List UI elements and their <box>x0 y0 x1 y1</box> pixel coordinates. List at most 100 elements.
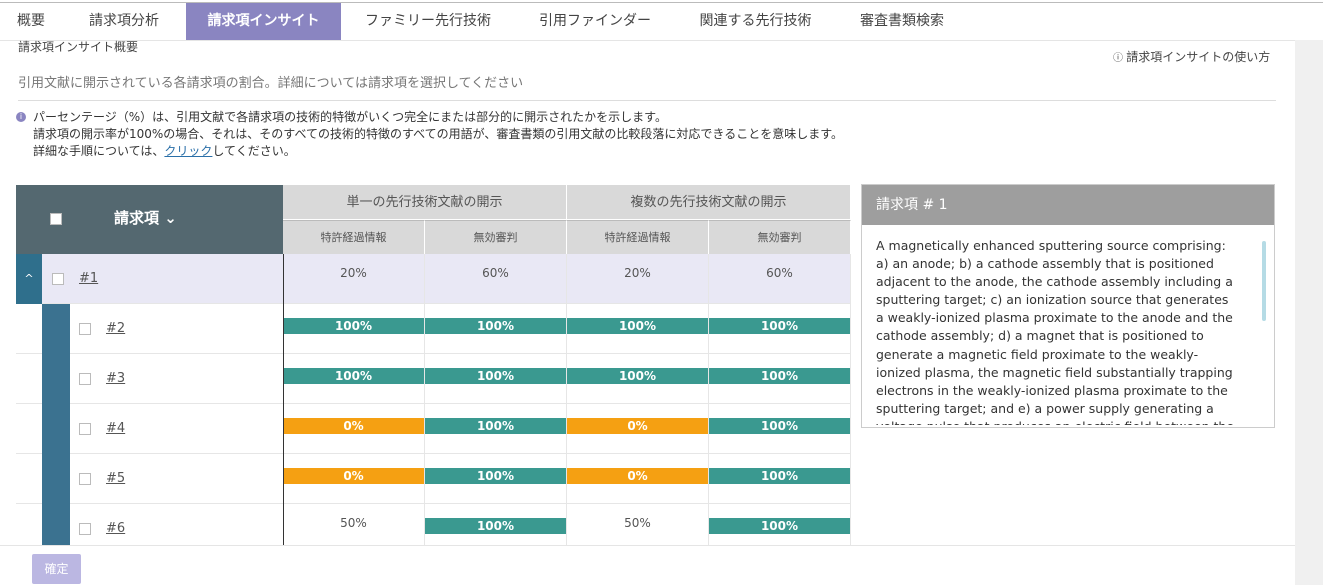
cell: 100% <box>709 354 851 404</box>
percent-bar: 100% <box>283 318 424 334</box>
percent-bar: 100% <box>709 318 850 334</box>
row-checkbox[interactable] <box>79 473 91 485</box>
row-checkbox[interactable] <box>52 273 64 285</box>
tab[interactable]: ファミリー先行技術 <box>365 13 491 29</box>
percent-bar: 100% <box>567 368 708 384</box>
scrollbar[interactable] <box>1262 241 1266 321</box>
tab[interactable]: 関連する先行技術 <box>699 13 812 29</box>
percent-bar: 0% <box>283 418 424 434</box>
section-description: 引用文献に開示されている各請求項の割合。詳細については請求項を選択してください <box>18 76 524 91</box>
claim-link[interactable]: #3 <box>106 371 126 386</box>
tab[interactable]: 引用ファインダー <box>539 13 651 29</box>
claim-link[interactable]: #2 <box>106 321 126 336</box>
cell: 100% <box>283 354 425 404</box>
info-icon: i <box>16 112 26 122</box>
percent-bar: 0% <box>283 468 424 484</box>
cell: 100% <box>425 404 567 454</box>
claim-link[interactable]: #5 <box>106 471 126 486</box>
help-link[interactable]: ⓘ 請求項インサイトの使い方 <box>1113 50 1271 64</box>
select-all-checkbox[interactable] <box>50 213 62 225</box>
scroll-gutter <box>1295 40 1323 585</box>
info-line: 請求項の開示率が100%の場合、それは、そのすべての技術的特徴のすべての用語が、… <box>33 127 843 141</box>
top-border <box>0 2 1323 3</box>
percent-text: 50% <box>624 516 651 530</box>
cell: 100% <box>283 304 425 354</box>
percent-bar: 100% <box>567 318 708 334</box>
detail-panel: 請求項 # 1 A magnetically enhanced sputteri… <box>861 184 1275 428</box>
cell: 60% <box>425 254 567 304</box>
claim-link[interactable]: #1 <box>79 271 99 286</box>
percent-bar: 100% <box>425 368 566 384</box>
percent-bar: 100% <box>709 518 850 534</box>
detail-text: A magnetically enhanced sputtering sourc… <box>876 238 1234 425</box>
percent-bar: 100% <box>709 418 850 434</box>
row-background <box>16 254 851 304</box>
info-text: パーセンテージ（%）は、引用文献で各請求項の技術的特徴がいくつ完全にまたは部分的… <box>33 109 843 160</box>
claim-sort[interactable]: 請求項 ⌄ <box>114 209 177 227</box>
percent-bar: 100% <box>283 368 424 384</box>
detail-title: 請求項 # 1 <box>862 185 1274 225</box>
percent-text: 60% <box>482 266 509 280</box>
row-indent <box>42 354 70 404</box>
sub-header: 無効審判 <box>709 220 851 254</box>
group-header: 複数の先行技術文献の開示 <box>567 185 851 220</box>
collapse-toggle[interactable]: ^ <box>16 254 42 304</box>
cell: 100% <box>567 304 709 354</box>
tab[interactable]: 請求項インサイト <box>186 3 341 40</box>
confirm-button[interactable]: 確定 <box>32 554 81 584</box>
row-checkbox[interactable] <box>79 423 91 435</box>
tab[interactable]: 請求項分析 <box>89 13 159 29</box>
claim-link[interactable]: #6 <box>106 521 126 536</box>
cell: 100% <box>425 454 567 504</box>
percent-text: 20% <box>624 266 651 280</box>
row-checkbox[interactable] <box>79 323 91 335</box>
info-text: してください。 <box>212 144 296 158</box>
claim-header: 請求項 ⌄ <box>16 185 283 254</box>
percent-text: 50% <box>340 516 367 530</box>
cell: 100% <box>709 404 851 454</box>
cell: 100% <box>567 354 709 404</box>
claim-link[interactable]: #4 <box>106 421 126 436</box>
claim-header-text: 請求項 <box>114 209 160 227</box>
row-checkbox[interactable] <box>79 373 91 385</box>
sub-header: 特許経過情報 <box>283 220 425 254</box>
row-indent <box>42 304 70 354</box>
tab[interactable]: 審査書類検索 <box>860 13 944 29</box>
cell: 50% <box>567 504 709 554</box>
cell: 100% <box>425 304 567 354</box>
percent-bar: 100% <box>709 368 850 384</box>
tab-divider <box>0 40 1295 41</box>
percent-text: 20% <box>340 266 367 280</box>
cell: 0% <box>283 454 425 504</box>
info-text: 詳細な手順については、 <box>33 144 165 158</box>
percent-bar: 100% <box>709 468 850 484</box>
cell: 100% <box>709 454 851 504</box>
cell: 50% <box>283 504 425 554</box>
sub-header: 特許経過情報 <box>567 220 709 254</box>
help-text: 請求項インサイトの使い方 <box>1126 50 1271 64</box>
cell: 0% <box>283 404 425 454</box>
percent-bar: 100% <box>425 518 566 534</box>
group-header: 単一の先行技術文献の開示 <box>283 185 567 220</box>
percent-bar: 100% <box>425 468 566 484</box>
percent-bar: 100% <box>425 418 566 434</box>
percent-text: 60% <box>766 266 793 280</box>
cell: 100% <box>425 354 567 404</box>
cell: 20% <box>567 254 709 304</box>
cell: 60% <box>709 254 851 304</box>
percent-bar: 100% <box>425 318 566 334</box>
row-checkbox[interactable] <box>79 523 91 535</box>
cell: 100% <box>709 504 851 554</box>
cell: 100% <box>709 304 851 354</box>
tab[interactable]: 概要 <box>17 13 45 29</box>
divider <box>18 100 1276 101</box>
table-left-border <box>283 254 284 545</box>
info-line: 詳細な手順については、クリックしてください。 <box>33 143 843 160</box>
info-line: パーセンテージ（%）は、引用文献で各請求項の技術的特徴がいくつ完全にまたは部分的… <box>33 110 667 124</box>
info-link[interactable]: クリック <box>164 144 213 158</box>
row-indent <box>42 454 70 504</box>
percent-bar: 0% <box>567 418 708 434</box>
percent-bar: 0% <box>567 468 708 484</box>
cell: 20% <box>283 254 425 304</box>
